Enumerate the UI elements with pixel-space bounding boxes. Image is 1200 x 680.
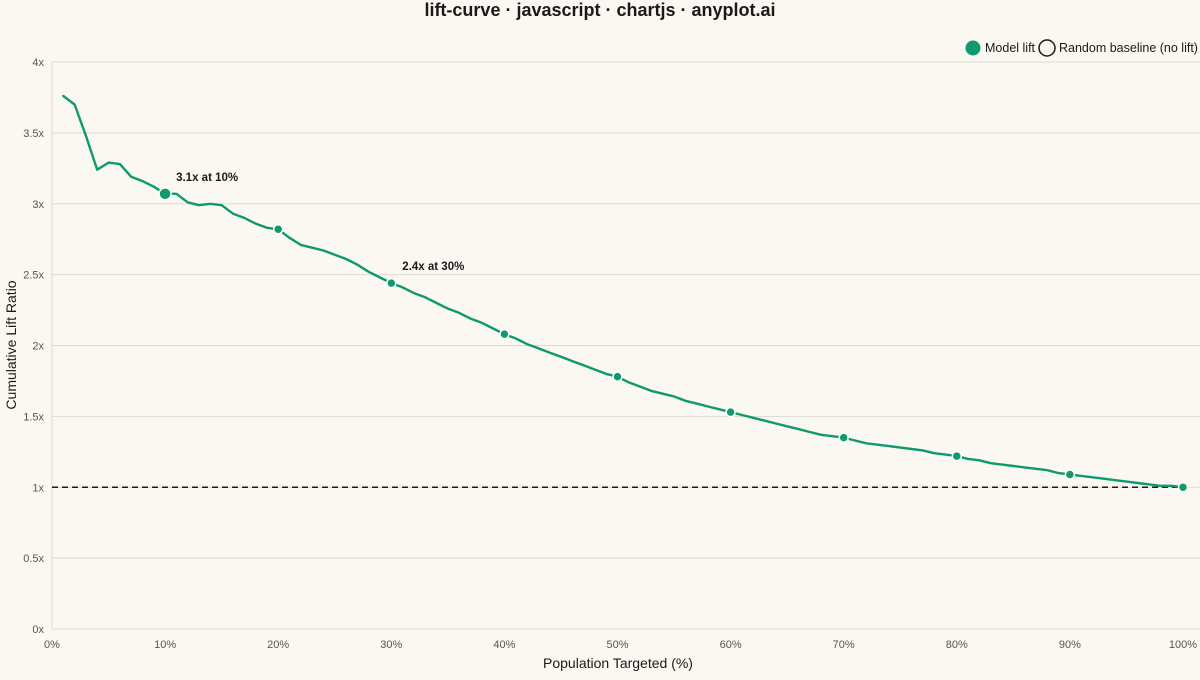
y-tick-label: 4x bbox=[32, 57, 44, 69]
legend-model-swatch bbox=[965, 40, 981, 56]
y-tick-label: 3x bbox=[32, 199, 44, 211]
y-tick-label: 0.5x bbox=[23, 553, 44, 565]
legend-baseline-swatch bbox=[1038, 39, 1056, 57]
x-tick-label: 60% bbox=[720, 639, 742, 651]
y-tick-label: 2x bbox=[32, 341, 44, 353]
model-lift-point[interactable] bbox=[951, 450, 963, 462]
x-tick-label: 80% bbox=[946, 639, 968, 651]
chart-title: lift-curve · javascript · chartjs · anyp… bbox=[424, 0, 775, 20]
model-lift-point[interactable] bbox=[158, 187, 172, 201]
y-axis-title: Cumulative Lift Ratio bbox=[3, 280, 19, 409]
x-tick-label: 0% bbox=[44, 639, 60, 651]
model-lift-point[interactable] bbox=[725, 406, 736, 418]
model-lift-point[interactable] bbox=[272, 224, 284, 235]
x-tick-label: 100% bbox=[1169, 639, 1197, 651]
x-tick-label: 70% bbox=[833, 639, 855, 651]
model-lift-line bbox=[62, 94, 1185, 489]
model-lift-point[interactable] bbox=[612, 371, 623, 382]
model-lift-point[interactable] bbox=[386, 277, 397, 289]
legend-baseline-label[interactable]: Random baseline (no lift) bbox=[1059, 41, 1198, 55]
y-tick-label: 0x bbox=[32, 624, 44, 636]
x-tick-label: 50% bbox=[606, 639, 628, 651]
x-tick-label: 10% bbox=[154, 639, 176, 651]
legend-model-label[interactable]: Model lift bbox=[985, 41, 1036, 55]
grid-layer bbox=[52, 61, 1200, 630]
annotation-label: 2.4x at 30% bbox=[402, 261, 464, 273]
y-tick-label: 3.5x bbox=[23, 128, 44, 140]
legend: Model lift Random baseline (no lift) bbox=[965, 39, 1198, 57]
y-tick-label: 2.5x bbox=[23, 270, 44, 282]
model-lift-point[interactable] bbox=[1064, 469, 1076, 480]
x-tick-label: 30% bbox=[380, 639, 402, 651]
x-axis-title: Population Targeted (%) bbox=[543, 655, 693, 671]
x-tick-label: 90% bbox=[1059, 639, 1081, 651]
model-lift-point[interactable] bbox=[499, 328, 510, 340]
annotation-layer: 3.1x at 10% 2.4x at 30% bbox=[176, 172, 464, 273]
y-tick-label: 1.5x bbox=[23, 411, 44, 423]
model-lift-point[interactable] bbox=[838, 432, 849, 443]
x-tick-label: 40% bbox=[493, 639, 515, 651]
annotation-label: 3.1x at 10% bbox=[176, 172, 238, 184]
series-layer bbox=[52, 94, 1189, 493]
model-lift-point[interactable] bbox=[1177, 482, 1189, 493]
axis-layer: 0x 0.5x 1x 1.5x 2x 2.5x 3x 3.5x 4x 0% 10% 20% 30% 40%… bbox=[23, 57, 1197, 651]
y-tick-label: 1x bbox=[32, 482, 44, 494]
x-tick-label: 20% bbox=[267, 639, 289, 651]
